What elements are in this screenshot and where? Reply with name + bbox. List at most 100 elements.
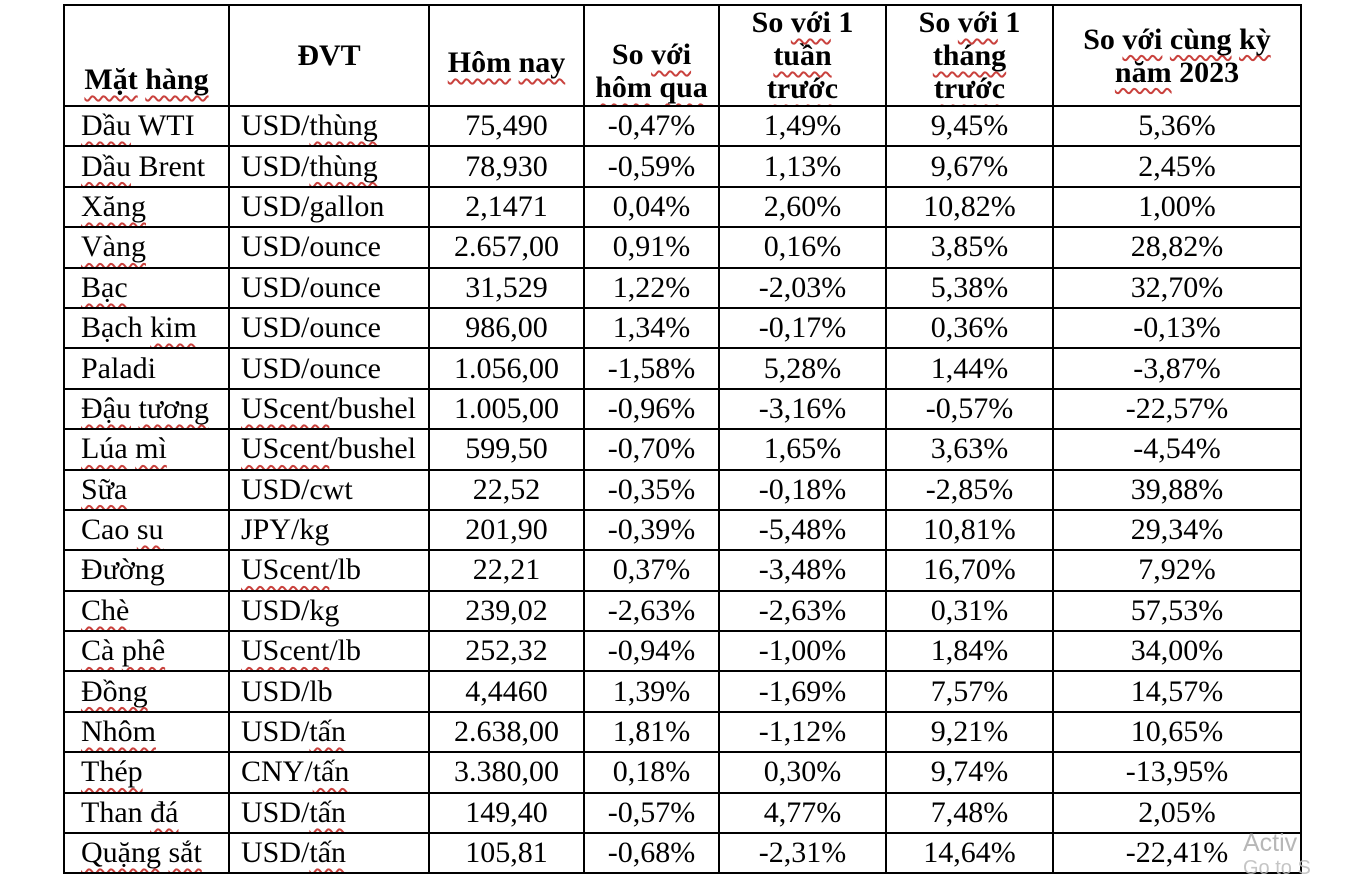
cell-so-voi-1-tuan-truoc: 1,49% bbox=[718, 104, 887, 148]
cell-mat-hang: Than đá bbox=[63, 791, 230, 835]
table-row: Than đá USD/tấn 149,40 -0,57% 4,77% 7,48% 2,05… bbox=[63, 791, 1302, 835]
cell-so-voi-cung-ky-nam-2023: 2,45% bbox=[1052, 145, 1302, 188]
cell-mat-hang: Nhôm bbox=[63, 710, 230, 754]
spellcheck-squiggle: tháng bbox=[932, 39, 1007, 72]
cell-so-voi-1-tuan-truoc: 1,13% bbox=[718, 145, 887, 188]
cell-mat-hang: Thép bbox=[63, 751, 230, 794]
cell-hom-nay: 201,90 bbox=[428, 508, 585, 552]
cell-so-voi-hom-qua: -0,47% bbox=[583, 104, 720, 148]
table-row: Cao su JPY/kg 201,90 -0,39% -5,48% 10,81% 29,3… bbox=[63, 508, 1302, 552]
table-row: Chè USD/kg 239,02 -2,63% -2,63% 0,31% 57,53% bbox=[63, 589, 1302, 633]
spellcheck-squiggle: mì bbox=[135, 432, 167, 466]
spellcheck-squiggle: tuần bbox=[773, 39, 832, 72]
cell-so-voi-cung-ky-nam-2023: 5,36% bbox=[1052, 104, 1302, 148]
cell-hom-nay: 22,52 bbox=[428, 468, 585, 511]
spellcheck-squiggle: với bbox=[651, 38, 692, 71]
cell-so-voi-hom-qua: -0,39% bbox=[583, 508, 720, 552]
table-row: Bạc USD/ounce 31,529 1,22% -2,03% 5,38% 32,70% bbox=[63, 266, 1302, 309]
cell-hom-nay: 1.005,00 bbox=[428, 387, 585, 431]
cell-so-voi-hom-qua: 0,18% bbox=[583, 751, 720, 794]
spellcheck-squiggle: với bbox=[790, 6, 831, 39]
table-row: Dầu WTI USD/thùng 75,490 -0,47% 1,49% 9,45% 5,… bbox=[63, 104, 1302, 148]
column-header-so-voi-cung-ky-nam-2023: So với cùng kỳ năm 2023 bbox=[1052, 4, 1302, 107]
cell-hom-nay: 149,40 bbox=[428, 791, 585, 835]
table-row: Đường UScent/lb 22,21 0,37% -3,48% 16,70% 7,92… bbox=[63, 549, 1302, 592]
spellcheck-squiggle: hàng bbox=[145, 63, 209, 96]
cell-so-voi-1-thang-truoc: 9,74% bbox=[885, 751, 1054, 794]
cell-so-voi-1-thang-truoc: 14,64% bbox=[885, 832, 1054, 875]
cell-so-voi-1-tuan-truoc: -5,48% bbox=[718, 508, 887, 552]
spellcheck-squiggle: đá bbox=[150, 795, 179, 829]
cell-so-voi-hom-qua: 1,22% bbox=[583, 266, 720, 309]
column-header-so-voi-1-thang-truoc: So với 1 tháng trước bbox=[885, 4, 1054, 107]
spellcheck-squiggle: sắt bbox=[168, 836, 202, 870]
cell-dvt: USD/tấn bbox=[228, 832, 430, 875]
spellcheck-squiggle: UScent bbox=[241, 553, 330, 587]
spellcheck-squiggle: Vàng bbox=[81, 230, 146, 264]
cell-dvt: UScent/bushel bbox=[228, 428, 430, 471]
cell-so-voi-hom-qua: -0,68% bbox=[583, 832, 720, 875]
cell-so-voi-1-thang-truoc: -2,85% bbox=[885, 468, 1054, 511]
cell-hom-nay: 986,00 bbox=[428, 306, 585, 350]
cell-hom-nay: 2,1471 bbox=[428, 185, 585, 229]
table-row: Paladi USD/ounce 1.056,00 -1,58% 5,28% 1,44% -… bbox=[63, 347, 1302, 390]
cell-so-voi-1-thang-truoc: 5,38% bbox=[885, 266, 1054, 309]
cell-so-voi-hom-qua: 1,81% bbox=[583, 710, 720, 754]
cell-so-voi-1-tuan-truoc: 0,16% bbox=[718, 226, 887, 269]
cell-so-voi-cung-ky-nam-2023: 7,92% bbox=[1052, 549, 1302, 592]
spellcheck-squiggle: phê bbox=[121, 634, 166, 668]
table-row: Đồng USD/lb 4,4460 1,39% -1,69% 7,57% 14,57% bbox=[63, 670, 1302, 713]
spellcheck-squiggle: Dầu bbox=[81, 149, 131, 183]
column-header-hom-nay: Hôm nay bbox=[428, 4, 585, 107]
cell-dvt: USD/cwt bbox=[228, 468, 430, 511]
cell-hom-nay: 2.638,00 bbox=[428, 710, 585, 754]
cell-so-voi-cung-ky-nam-2023: -22,41% bbox=[1052, 832, 1302, 875]
cell-mat-hang: Dầu WTI bbox=[63, 104, 230, 148]
cell-so-voi-cung-ky-nam-2023: 39,88% bbox=[1052, 468, 1302, 511]
spellcheck-squiggle: Chè bbox=[81, 593, 130, 627]
cell-so-voi-cung-ky-nam-2023: 1,00% bbox=[1052, 185, 1302, 229]
cell-so-voi-hom-qua: -0,59% bbox=[583, 145, 720, 188]
cell-so-voi-1-tuan-truoc: -1,00% bbox=[718, 630, 887, 673]
table-row: Bạch kim USD/ounce 986,00 1,34% -0,17% 0,36% -… bbox=[63, 306, 1302, 350]
cell-so-voi-hom-qua: 0,37% bbox=[583, 549, 720, 592]
cell-mat-hang: Đồng bbox=[63, 670, 230, 713]
cell-so-voi-1-tuan-truoc: -1,12% bbox=[718, 710, 887, 754]
cell-dvt: USD/thùng bbox=[228, 104, 430, 148]
cell-so-voi-1-tuan-truoc: -2,31% bbox=[718, 832, 887, 875]
cell-mat-hang: Vàng bbox=[63, 226, 230, 269]
cell-mat-hang: Chè bbox=[63, 589, 230, 633]
cell-so-voi-1-thang-truoc: 16,70% bbox=[885, 549, 1054, 592]
cell-dvt: JPY/kg bbox=[228, 508, 430, 552]
cell-so-voi-hom-qua: -0,96% bbox=[583, 387, 720, 431]
spellcheck-squiggle: Nhôm bbox=[81, 715, 156, 749]
cell-so-voi-1-tuan-truoc: -2,03% bbox=[718, 266, 887, 309]
cell-dvt: UScent/lb bbox=[228, 549, 430, 592]
table-row: Vàng USD/ounce 2.657,00 0,91% 0,16% 3,85% 28,8… bbox=[63, 226, 1302, 269]
cell-so-voi-hom-qua: 0,04% bbox=[583, 185, 720, 229]
cell-so-voi-1-thang-truoc: 0,31% bbox=[885, 589, 1054, 633]
spellcheck-squiggle: Đồng bbox=[81, 674, 148, 708]
table-row: Sữa USD/cwt 22,52 -0,35% -0,18% -2,85% 39,88% bbox=[63, 468, 1302, 511]
table-row: Thép CNY/tấn 3.380,00 0,18% 0,30% 9,74% -13,95… bbox=[63, 751, 1302, 794]
spellcheck-squiggle: UScent bbox=[241, 391, 330, 425]
cell-dvt: USD/ounce bbox=[228, 306, 430, 350]
cell-mat-hang: Quặng sắt bbox=[63, 832, 230, 875]
spellcheck-squiggle: Thép bbox=[81, 755, 143, 789]
cell-so-voi-1-thang-truoc: 0,36% bbox=[885, 306, 1054, 350]
cell-so-voi-1-thang-truoc: 9,21% bbox=[885, 710, 1054, 754]
cell-so-voi-1-tuan-truoc: 4,77% bbox=[718, 791, 887, 835]
cell-so-voi-1-tuan-truoc: -3,48% bbox=[718, 549, 887, 592]
cell-so-voi-1-tuan-truoc: -3,16% bbox=[718, 387, 887, 431]
cell-hom-nay: 1.056,00 bbox=[428, 347, 585, 390]
cell-so-voi-cung-ky-nam-2023: 28,82% bbox=[1052, 226, 1302, 269]
cell-so-voi-1-thang-truoc: 3,63% bbox=[885, 428, 1054, 471]
table-row: Cà phê UScent/lb 252,32 -0,94% -1,00% 1,84% 34… bbox=[63, 630, 1302, 673]
cell-so-voi-1-thang-truoc: 1,84% bbox=[885, 630, 1054, 673]
cell-so-voi-hom-qua: -1,58% bbox=[583, 347, 720, 390]
cell-so-voi-hom-qua: -0,94% bbox=[583, 630, 720, 673]
cell-dvt: UScent/bushel bbox=[228, 387, 430, 431]
spellcheck-squiggle: Dầu bbox=[81, 109, 131, 143]
cell-so-voi-1-thang-truoc: -0,57% bbox=[885, 387, 1054, 431]
cell-mat-hang: Lúa mì bbox=[63, 428, 230, 471]
